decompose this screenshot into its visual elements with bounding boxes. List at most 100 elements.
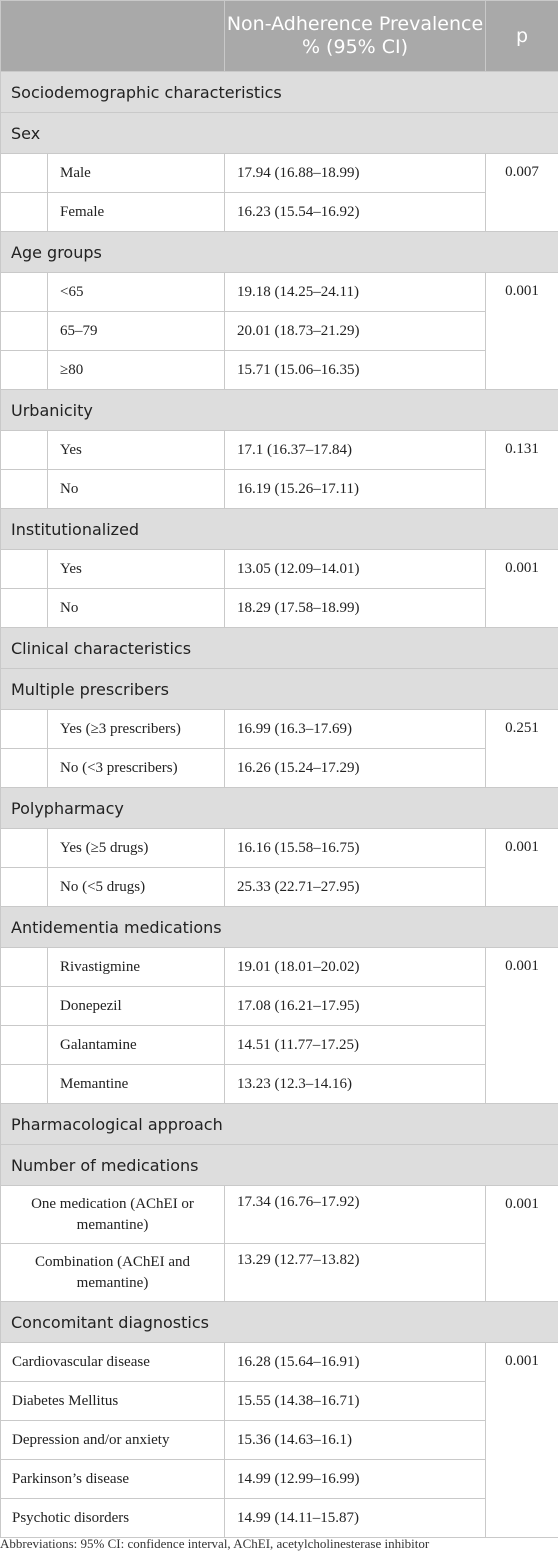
- row-value: 16.23 (15.54–16.92): [224, 192, 486, 232]
- row-label-line: Combination (AChEI and: [35, 1253, 190, 1270]
- table-row: Yes 17.1 (16.37–17.84) 0.131: [0, 430, 558, 509]
- section-row: Clinical characteristics: [0, 627, 558, 669]
- row-label: No (<3 prescribers): [47, 748, 225, 788]
- section-row: Concomitant diagnostics: [0, 1301, 558, 1343]
- indent-cell: [0, 192, 48, 232]
- row-value: 13.05 (12.09–14.01): [224, 549, 486, 589]
- table-row: Male 17.94 (16.88–18.99) 0.007: [0, 153, 558, 232]
- indent-cell: [0, 828, 48, 868]
- row-value: 19.18 (14.25–24.11): [224, 272, 486, 312]
- row-value: 16.28 (15.64–16.91): [224, 1342, 486, 1382]
- table-row: Female 16.23 (15.54–16.92): [0, 192, 558, 232]
- header-p: p: [485, 0, 558, 72]
- row-label: Depression and/or anxiety: [0, 1420, 225, 1460]
- indent-cell: [0, 709, 48, 749]
- row-label: Diabetes Mellitus: [0, 1381, 225, 1421]
- row-label: Yes: [47, 549, 225, 589]
- row-value: 16.99 (16.3–17.69): [224, 709, 486, 749]
- row-label: <65: [47, 272, 225, 312]
- row-label: ≥80: [47, 350, 225, 390]
- group-title-urbanicity: Urbanicity: [0, 389, 558, 431]
- row-label: Yes (≥3 prescribers): [47, 709, 225, 749]
- table-row: Yes (≥5 drugs) 16.16 (15.58–16.75) 0.001: [0, 828, 558, 907]
- group-title-antidementia: Antidementia medications: [0, 906, 558, 948]
- section-row: Sociodemographic characteristics: [0, 71, 558, 113]
- table-row: No (<5 drugs) 25.33 (22.71–27.95): [0, 867, 558, 907]
- indent-cell: [0, 947, 48, 987]
- indent-cell: [0, 867, 48, 907]
- row-value: 17.1 (16.37–17.84): [224, 430, 486, 470]
- table-row: Yes (≥3 prescribers) 16.99 (16.3–17.69) …: [0, 709, 558, 788]
- header-prevalence: Non-Adherence Prevalence % (95% CI): [224, 0, 486, 72]
- table-header: Non-Adherence Prevalence % (95% CI) p: [0, 0, 558, 72]
- group-row: Sex: [0, 112, 558, 154]
- indent-cell: [0, 430, 48, 470]
- group-title-num-medications: Number of medications: [0, 1144, 558, 1186]
- row-label: Yes (≥5 drugs): [47, 828, 225, 868]
- p-value: 0.001: [485, 272, 558, 390]
- row-label: Male: [47, 153, 225, 193]
- table-row: No 18.29 (17.58–18.99): [0, 588, 558, 628]
- table-row: Diabetes Mellitus 15.55 (14.38–16.71): [0, 1381, 558, 1421]
- row-label: Combination (AChEI and memantine): [0, 1243, 225, 1302]
- p-value: 0.251: [485, 709, 558, 788]
- table-row: Cardiovascular disease 16.28 (15.64–16.9…: [0, 1342, 558, 1538]
- p-value: 0.007: [485, 153, 558, 232]
- row-value: 20.01 (18.73–21.29): [224, 311, 486, 351]
- row-value: 17.08 (16.21–17.95): [224, 986, 486, 1026]
- group-title-prescribers: Multiple prescribers: [0, 668, 558, 710]
- row-value: 16.19 (15.26–17.11): [224, 469, 486, 509]
- indent-cell: [0, 748, 48, 788]
- section-sociodemographic: Sociodemographic characteristics: [0, 71, 558, 113]
- table-footnote: Abbreviations: 95% CI: confidence interv…: [0, 1536, 430, 1551]
- indent-cell: [0, 272, 48, 312]
- row-label: Psychotic disorders: [0, 1498, 225, 1538]
- row-value: 13.23 (12.3–14.16): [224, 1064, 486, 1104]
- row-label: Yes: [47, 430, 225, 470]
- row-value: 16.26 (15.24–17.29): [224, 748, 486, 788]
- row-label: 65–79: [47, 311, 225, 351]
- row-value: 25.33 (22.71–27.95): [224, 867, 486, 907]
- row-value: 14.51 (11.77–17.25): [224, 1025, 486, 1065]
- row-value: 17.94 (16.88–18.99): [224, 153, 486, 193]
- row-label-line: memantine): [76, 1274, 149, 1291]
- p-value: 0.131: [485, 430, 558, 509]
- row-value: 13.29 (12.77–13.82): [224, 1243, 486, 1302]
- row-value: 16.16 (15.58–16.75): [224, 828, 486, 868]
- table-row: Parkinson’s disease 14.99 (12.99–16.99): [0, 1459, 558, 1499]
- table-row: Rivastigmine 19.01 (18.01–20.02) 0.001: [0, 947, 558, 1104]
- group-title-institutionalized: Institutionalized: [0, 508, 558, 550]
- table-row: Depression and/or anxiety 15.36 (14.63–1…: [0, 1420, 558, 1460]
- section-pharmacological: Pharmacological approach: [0, 1103, 558, 1145]
- indent-cell: [0, 549, 48, 589]
- indent-cell: [0, 469, 48, 509]
- table-row: Donepezil 17.08 (16.21–17.95): [0, 986, 558, 1026]
- table-row: 65–79 20.01 (18.73–21.29): [0, 311, 558, 351]
- row-label: Parkinson’s disease: [0, 1459, 225, 1499]
- group-row: Institutionalized: [0, 508, 558, 550]
- row-label: No: [47, 588, 225, 628]
- group-row: Antidementia medications: [0, 906, 558, 948]
- row-value: 15.71 (15.06–16.35): [224, 350, 486, 390]
- row-value: 14.99 (12.99–16.99): [224, 1459, 486, 1499]
- group-row: Urbanicity: [0, 389, 558, 431]
- section-row: Pharmacological approach: [0, 1103, 558, 1145]
- group-row: Polypharmacy: [0, 787, 558, 829]
- table-row: One medication (AChEI or memantine) 17.3…: [0, 1185, 558, 1302]
- row-label: Memantine: [47, 1064, 225, 1104]
- row-value: 18.29 (17.58–18.99): [224, 588, 486, 628]
- row-label: Galantamine: [47, 1025, 225, 1065]
- group-row: Age groups: [0, 231, 558, 273]
- table-row: Memantine 13.23 (12.3–14.16): [0, 1064, 558, 1104]
- row-value: 15.55 (14.38–16.71): [224, 1381, 486, 1421]
- row-value: 17.34 (16.76–17.92): [224, 1185, 486, 1244]
- header-blank: [0, 0, 225, 72]
- row-value: 19.01 (18.01–20.02): [224, 947, 486, 987]
- group-row: Multiple prescribers: [0, 668, 558, 710]
- indent-cell: [0, 588, 48, 628]
- table-row: ≥80 15.71 (15.06–16.35): [0, 350, 558, 390]
- row-label: Cardiovascular disease: [0, 1342, 225, 1382]
- row-label-line: memantine): [76, 1216, 149, 1233]
- row-value: 15.36 (14.63–16.1): [224, 1420, 486, 1460]
